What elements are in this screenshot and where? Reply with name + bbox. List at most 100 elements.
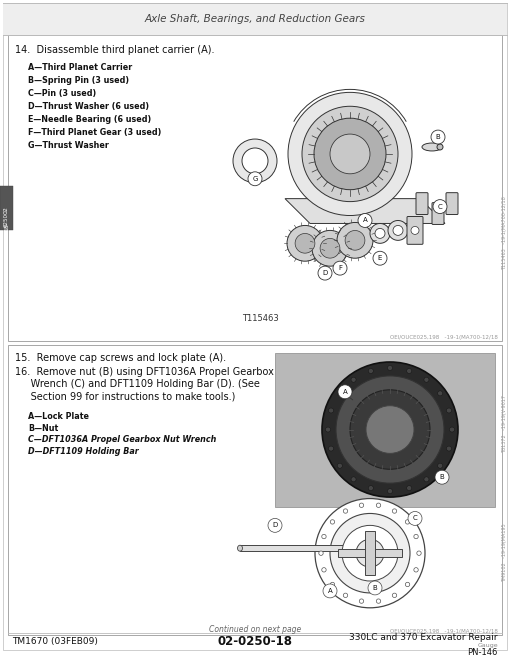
Circle shape — [405, 582, 409, 587]
Text: T115463: T115463 — [241, 314, 278, 323]
Text: E: E — [377, 255, 381, 261]
Text: A: A — [342, 389, 347, 395]
Ellipse shape — [421, 143, 441, 151]
Circle shape — [336, 391, 342, 396]
Text: F: F — [337, 265, 342, 271]
Circle shape — [349, 390, 429, 469]
Bar — [8, 35, 501, 340]
Circle shape — [387, 489, 392, 493]
Circle shape — [369, 223, 389, 243]
Circle shape — [318, 266, 331, 280]
Circle shape — [445, 408, 450, 413]
Text: T115463   -19-1(MA700-12/18: T115463 -19-1(MA700-12/18 — [501, 196, 506, 270]
Circle shape — [413, 568, 417, 572]
Bar — [274, 353, 494, 507]
Circle shape — [312, 231, 347, 266]
Text: C: C — [437, 204, 441, 210]
Circle shape — [391, 509, 396, 513]
Text: C: C — [412, 516, 416, 522]
Circle shape — [329, 514, 409, 593]
Circle shape — [288, 93, 411, 215]
Circle shape — [365, 406, 413, 453]
Circle shape — [314, 118, 385, 190]
Text: 0250: 0250 — [4, 214, 9, 227]
Circle shape — [342, 526, 397, 581]
Text: PN-146: PN-146 — [467, 648, 497, 657]
Circle shape — [358, 599, 363, 603]
Circle shape — [318, 551, 323, 555]
Text: T81372   -19-19(V-9017: T81372 -19-19(V-9017 — [501, 395, 506, 453]
Circle shape — [325, 427, 330, 432]
Bar — [240, 545, 349, 551]
Circle shape — [242, 148, 267, 174]
Circle shape — [332, 261, 346, 275]
Circle shape — [295, 233, 314, 253]
Text: B: B — [372, 585, 377, 591]
Circle shape — [233, 139, 276, 183]
Text: B—Nut: B—Nut — [28, 424, 58, 432]
Text: 14.  Disassemble third planet carrier (A).: 14. Disassemble third planet carrier (A)… — [15, 45, 214, 55]
Circle shape — [416, 551, 420, 555]
Text: A—Third Planet Carrier: A—Third Planet Carrier — [28, 63, 132, 72]
Circle shape — [430, 130, 444, 144]
Circle shape — [376, 503, 380, 507]
Text: F—Third Planet Gear (3 used): F—Third Planet Gear (3 used) — [28, 127, 161, 137]
Ellipse shape — [237, 545, 242, 551]
Circle shape — [406, 369, 411, 373]
Text: 16.  Remove nut (B) using DFT1036A Propel Gearbox Nut: 16. Remove nut (B) using DFT1036A Propel… — [15, 367, 294, 377]
Polygon shape — [285, 198, 444, 223]
Bar — [0, 186, 13, 231]
Circle shape — [350, 377, 355, 382]
Bar — [337, 549, 401, 557]
Text: TM1670 (03FEB09): TM1670 (03FEB09) — [12, 637, 98, 646]
Circle shape — [372, 251, 386, 265]
Text: E—Needle Bearing (6 used): E—Needle Bearing (6 used) — [28, 115, 151, 124]
Text: D: D — [272, 522, 277, 528]
Circle shape — [345, 231, 364, 250]
Circle shape — [343, 509, 347, 513]
Circle shape — [367, 486, 373, 491]
Circle shape — [355, 539, 383, 567]
FancyBboxPatch shape — [406, 217, 422, 244]
Circle shape — [335, 376, 443, 483]
Circle shape — [330, 520, 334, 524]
Text: OEI/OUCE025,198   -19-1(MA700-12/18: OEI/OUCE025,198 -19-1(MA700-12/18 — [389, 335, 497, 340]
Circle shape — [267, 518, 281, 532]
Text: G: G — [252, 176, 257, 182]
Bar — [364, 532, 374, 575]
Circle shape — [315, 499, 424, 608]
Text: B: B — [439, 474, 443, 480]
Circle shape — [336, 463, 342, 468]
Text: 330LC and 370 Excavator Repair: 330LC and 370 Excavator Repair — [349, 633, 497, 642]
Circle shape — [437, 391, 442, 396]
Circle shape — [343, 593, 347, 597]
Circle shape — [376, 599, 380, 603]
Text: C—DFT1036A Propel Gearbox Nut Wrench: C—DFT1036A Propel Gearbox Nut Wrench — [28, 436, 216, 445]
Text: D—DFT1109 Holding Bar: D—DFT1109 Holding Bar — [28, 447, 138, 457]
Text: TM9102   -19-19(MA195: TM9102 -19-19(MA195 — [501, 524, 506, 583]
Circle shape — [445, 446, 450, 451]
Circle shape — [330, 582, 334, 587]
Circle shape — [357, 214, 371, 227]
Circle shape — [350, 477, 355, 482]
Text: Wrench (C) and DFT1109 Holding Bar (D). (See: Wrench (C) and DFT1109 Holding Bar (D). … — [15, 379, 260, 390]
Text: 02: 02 — [4, 206, 9, 214]
Circle shape — [406, 486, 411, 491]
Circle shape — [405, 520, 409, 524]
Text: B: B — [435, 134, 439, 140]
Text: B—Spring Pin (3 used): B—Spring Pin (3 used) — [28, 76, 129, 85]
Circle shape — [321, 362, 457, 497]
Circle shape — [337, 385, 351, 399]
Circle shape — [387, 365, 392, 371]
Circle shape — [437, 463, 442, 468]
Circle shape — [423, 377, 428, 382]
Circle shape — [301, 106, 397, 202]
Circle shape — [392, 225, 402, 235]
Ellipse shape — [436, 144, 442, 150]
Text: 18: 18 — [4, 223, 9, 231]
Text: G—Thrust Washer: G—Thrust Washer — [28, 141, 108, 150]
Circle shape — [410, 227, 418, 235]
Circle shape — [448, 427, 454, 432]
Text: A: A — [327, 588, 332, 594]
Circle shape — [328, 408, 333, 413]
